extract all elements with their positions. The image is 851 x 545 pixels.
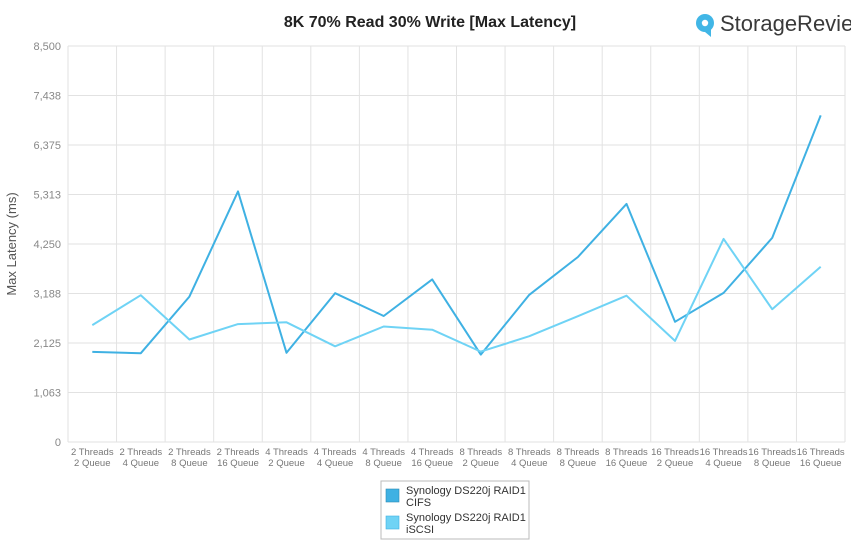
series-line-cifs bbox=[92, 115, 822, 356]
x-tick-label: 2 Queue bbox=[74, 458, 110, 469]
storagereview-logo-icon bbox=[696, 14, 714, 37]
x-tick-label: 2 Queue bbox=[463, 458, 499, 469]
chart-title: 8K 70% Read 30% Write [Max Latency] bbox=[284, 14, 576, 31]
grid bbox=[67, 45, 846, 443]
axes: 0 1,063 2,125 3,188 4,250 5,313 6,375 7,438 8,50… bbox=[33, 41, 844, 469]
x-tick-label: 4 Threads bbox=[362, 447, 405, 458]
y-tick-label: 8,500 bbox=[33, 41, 61, 53]
x-tick-label: 8 Queue bbox=[171, 458, 207, 469]
y-tick-label: 1,063 bbox=[33, 387, 61, 399]
x-tick-label: 16 Threads bbox=[797, 447, 845, 458]
legend-label-cifs-line1: Synology DS220j RAID1 bbox=[406, 485, 526, 497]
y-tick-label: 3,188 bbox=[33, 288, 61, 300]
y-tick-label: 6,375 bbox=[33, 140, 61, 152]
y-tick-label: 5,313 bbox=[33, 189, 61, 201]
y-tick-label: 0 bbox=[55, 437, 61, 449]
x-tick-label: 8 Threads bbox=[508, 447, 551, 458]
x-tick-label: 16 Threads bbox=[651, 447, 699, 458]
x-tick-label: 2 Threads bbox=[120, 447, 163, 458]
x-tick-label: 4 Queue bbox=[123, 458, 159, 469]
legend-label-iscsi-line1: Synology DS220j RAID1 bbox=[406, 512, 526, 524]
x-tick-label: 4 Queue bbox=[511, 458, 547, 469]
x-tick-label: 4 Threads bbox=[411, 447, 454, 458]
x-tick-label: 2 Queue bbox=[268, 458, 304, 469]
x-tick-label: 4 Queue bbox=[705, 458, 741, 469]
legend-label-cifs-line2: CIFS bbox=[406, 497, 431, 509]
x-tick-label: 16 Queue bbox=[606, 458, 648, 469]
brand-name: StorageReview bbox=[720, 11, 851, 36]
x-tick-label: 16 Threads bbox=[700, 447, 748, 458]
x-tick-label: 8 Queue bbox=[754, 458, 790, 469]
x-tick-label: 16 Queue bbox=[411, 458, 453, 469]
x-tick-label: 4 Queue bbox=[317, 458, 353, 469]
x-tick-label: 16 Queue bbox=[217, 458, 259, 469]
x-tick-label: 8 Threads bbox=[459, 447, 502, 458]
x-tick-label: 16 Queue bbox=[800, 458, 842, 469]
x-tick-label: 2 Threads bbox=[217, 447, 260, 458]
legend-swatch-cifs bbox=[385, 488, 400, 503]
legend-box bbox=[380, 480, 530, 540]
x-tick-label: 4 Threads bbox=[314, 447, 357, 458]
x-tick-label: 8 Queue bbox=[560, 458, 596, 469]
x-tick-label: 8 Threads bbox=[557, 447, 600, 458]
x-tick-label: 2 Queue bbox=[657, 458, 693, 469]
y-tick-label: 2,125 bbox=[33, 338, 61, 350]
x-tick-label: 2 Threads bbox=[168, 447, 211, 458]
x-tick-label: 8 Queue bbox=[365, 458, 401, 469]
x-tick-label: 16 Threads bbox=[748, 447, 796, 458]
legend: Synology DS220j RAID1 CIFS Synology DS22… bbox=[380, 480, 530, 540]
y-tick-label: 4,250 bbox=[33, 239, 61, 251]
x-tick-label: 2 Threads bbox=[71, 447, 114, 458]
y-tick-label: 7,438 bbox=[33, 90, 61, 102]
series-layer bbox=[91, 115, 822, 356]
y-axis-label: Max Latency (ms) bbox=[4, 192, 19, 295]
x-tick-label: 8 Threads bbox=[605, 447, 648, 458]
series-line-iscsi bbox=[91, 237, 822, 353]
x-tick-label: 4 Threads bbox=[265, 447, 308, 458]
legend-swatch-iscsi bbox=[385, 515, 400, 530]
legend-label-iscsi-line2: iSCSI bbox=[406, 524, 434, 536]
brand-logo: StorageReview bbox=[696, 11, 851, 37]
